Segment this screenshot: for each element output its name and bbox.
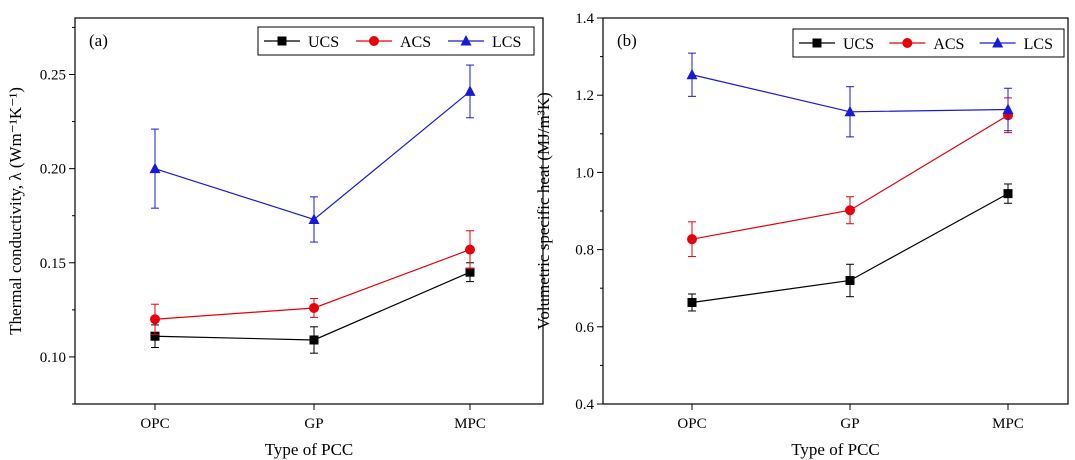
x-tick-label: GP	[304, 416, 323, 432]
legend-label: ACS	[400, 34, 431, 51]
legend-label: LCS	[492, 34, 521, 51]
panel-a: 0.10 0.15 0.20 0.25 OPC GP MPC Type of PCC Therm…	[6, 17, 544, 459]
x-tick-label: OPC	[140, 416, 169, 432]
data-point-acs	[687, 234, 697, 245]
y-axis-title: Thermal conductivity, λ (Wm⁻¹K⁻¹)	[6, 87, 25, 335]
legend-box	[257, 26, 535, 56]
data-point-acs	[150, 314, 160, 325]
y-tick-label: 1.4	[575, 11, 594, 27]
y-tick-label: 0.20	[40, 162, 66, 178]
data-point-ucs	[309, 335, 319, 345]
legend-label: UCS	[843, 36, 874, 53]
data-point-acs	[309, 302, 319, 313]
y-tick-label: 0.15	[40, 256, 66, 272]
data-point-lcs	[686, 68, 698, 80]
legend-marker	[902, 38, 913, 48]
panel-label: (b)	[617, 31, 637, 50]
legend-label: UCS	[308, 34, 339, 51]
data-point-ucs	[845, 275, 855, 285]
y-tick-label: 1.2	[575, 88, 594, 104]
x-tick-label: MPC	[992, 416, 1024, 432]
plot-frame	[602, 17, 1069, 405]
data-point-lcs	[844, 105, 856, 117]
data-point-lcs	[149, 162, 161, 174]
legend-marker	[369, 36, 379, 46]
y-tick-label: 0.25	[40, 67, 66, 83]
legend-marker	[460, 35, 472, 46]
data-point-lcs	[1002, 103, 1014, 114]
legend-marker	[277, 36, 287, 46]
data-point-acs	[845, 205, 855, 216]
y-tick-label: 0.8	[575, 243, 594, 259]
legend-label: LCS	[1024, 36, 1053, 53]
legend-marker	[812, 38, 822, 48]
plot-frame	[74, 17, 544, 405]
data-point-lcs	[464, 85, 476, 96]
panel-label: (a)	[89, 31, 108, 50]
panel-b: 0.4 0.6 0.8 1.0 1.2 1.4 OPC GP MPC Type of PCC Vol…	[534, 11, 1069, 459]
legend-box	[792, 28, 1065, 58]
data-point-ucs	[687, 297, 697, 307]
data-point-ucs	[465, 267, 475, 277]
data-point-lcs	[308, 213, 320, 224]
x-axis-title: Type of PCC	[791, 440, 880, 459]
y-tick-label: 0.10	[40, 350, 66, 366]
data-point-ucs	[1003, 189, 1013, 199]
x-axis-title: Type of PCC	[265, 440, 354, 459]
x-tick-label: GP	[840, 416, 859, 432]
y-tick-label: 1.0	[575, 165, 594, 181]
data-point-ucs	[150, 331, 160, 341]
y-tick-label: 0.4	[575, 397, 594, 413]
legend-marker	[992, 37, 1004, 48]
x-tick-label: MPC	[454, 416, 486, 432]
legend-label: ACS	[933, 36, 964, 53]
series-line-lcs	[154, 90, 471, 221]
x-tick-label: OPC	[677, 416, 706, 432]
data-point-acs	[465, 244, 475, 255]
y-axis-title: Volumetric specific heat (MJ/m³K)	[534, 92, 553, 330]
y-tick-label: 0.6	[575, 320, 594, 336]
